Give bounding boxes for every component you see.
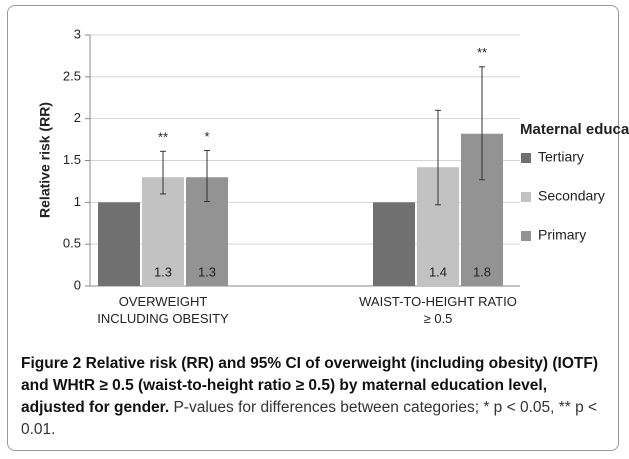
x-tick-label: WAIST-TO-HEIGHT RATIO ≥ 0.5	[359, 294, 517, 326]
significance: *	[204, 129, 209, 144]
x-tick-label: OVERWEIGHT INCLUDING OBESITY	[97, 294, 229, 326]
y-tick-label: 0	[74, 277, 81, 292]
bar	[98, 202, 140, 286]
legend-label: Secondary	[538, 188, 605, 204]
value-label: 1.3	[154, 264, 172, 279]
y-tick-label: 3	[74, 26, 81, 41]
value-label: 1.8	[473, 264, 491, 279]
legend-title: Maternal education	[520, 121, 629, 138]
caption: Figure 2 Relative risk (RR) and 95% CI o…	[21, 353, 611, 441]
y-tick-label: 1.5	[63, 152, 81, 167]
significance: **	[158, 130, 168, 145]
legend-label: Primary	[538, 227, 586, 243]
legend-swatch	[521, 153, 531, 163]
frame	[7, 5, 619, 451]
y-tick-label: 2	[74, 110, 81, 125]
legend-label: Tertiary	[538, 149, 584, 165]
legend-swatch	[521, 192, 531, 202]
y-tick-label: 2.5	[63, 68, 81, 83]
significance: **	[477, 45, 487, 60]
caption-text: P-values for differences between categor…	[21, 399, 598, 438]
bar	[373, 202, 415, 286]
bar	[142, 177, 184, 286]
y-tick-label: 0.5	[63, 236, 81, 251]
value-label: 1.4	[429, 264, 447, 279]
caption-bold: Figure 2 Relative risk (RR) and 95% CI o…	[21, 355, 599, 416]
legend-swatch	[521, 231, 531, 241]
y-tick-label: 1	[74, 194, 81, 209]
value-label: 1.3	[198, 264, 216, 279]
y-axis-label: Relative risk (RR)	[37, 102, 53, 218]
